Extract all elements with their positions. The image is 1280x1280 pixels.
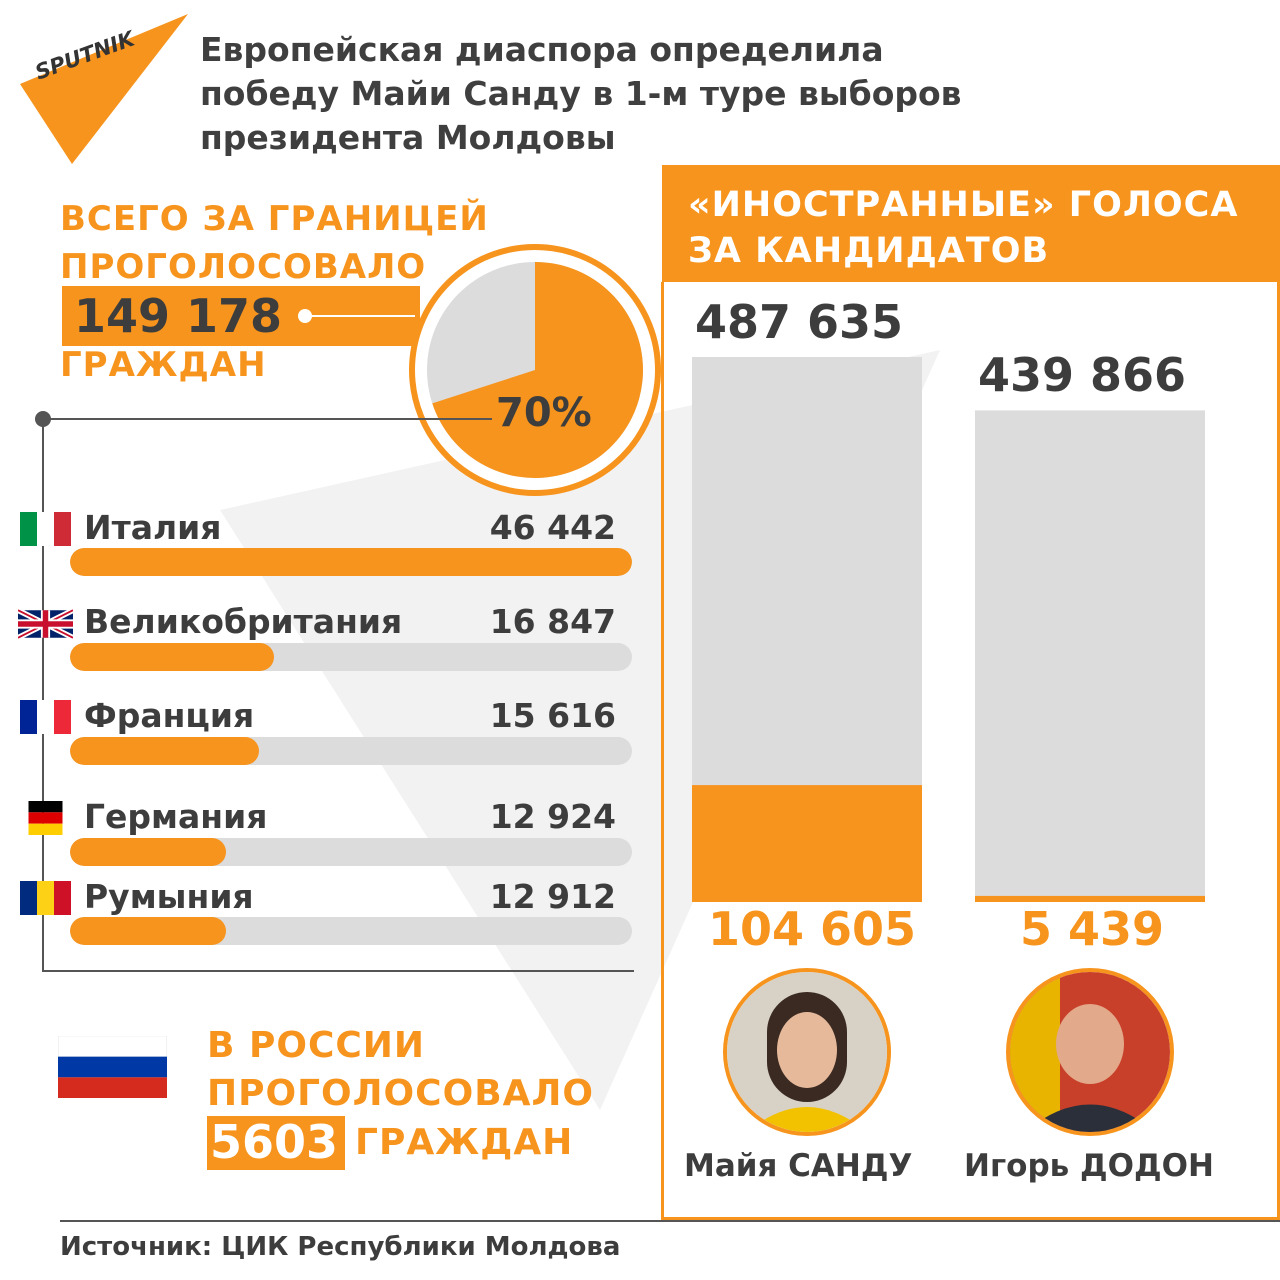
france-flag-icon bbox=[20, 700, 71, 734]
bar-track bbox=[70, 917, 632, 945]
page-title: Европейская диаспора определила победу М… bbox=[200, 28, 1200, 160]
candidates-header bbox=[662, 165, 1280, 282]
bar-abroad-sandu bbox=[692, 785, 922, 902]
panel-border bbox=[661, 1217, 1280, 1220]
bar-fill bbox=[70, 737, 259, 765]
country-name: Франция bbox=[84, 696, 255, 735]
italy-flag-icon bbox=[20, 512, 71, 546]
heading-line: «ИНОСТРАННЫЕ» ГОЛОСА bbox=[688, 185, 1239, 225]
russia-total-unit: ГРАЖДАН bbox=[355, 1122, 574, 1163]
heading-line: ВСЕГО ЗА ГРАНИЦЕЙ bbox=[60, 199, 489, 239]
country-value: 15 616 bbox=[489, 696, 616, 735]
abroad-total-heading: ВСЕГО ЗА ГРАНИЦЕЙ ПРОГОЛОСОВАЛО bbox=[60, 195, 489, 291]
bar-fill bbox=[70, 838, 226, 866]
frame-line bbox=[42, 418, 44, 972]
abroad-total-value: 149 178 bbox=[74, 289, 283, 343]
sandu-total-label: 487 635 bbox=[695, 295, 904, 349]
panel-border bbox=[661, 282, 664, 1220]
country-name: Великобритания bbox=[84, 602, 403, 641]
heading-line: В РОССИИ bbox=[207, 1025, 426, 1066]
dodon-abroad-label: 5 439 bbox=[1020, 902, 1165, 956]
frame-dot bbox=[35, 411, 51, 427]
russia-highlight bbox=[207, 1116, 345, 1170]
sandu-abroad-label: 104 605 bbox=[708, 902, 917, 956]
russia-total-value: 5603 bbox=[210, 1115, 339, 1169]
sputnik-logo-icon bbox=[20, 14, 188, 164]
romania-flag-icon bbox=[20, 881, 71, 915]
dodon-avatar bbox=[1006, 968, 1174, 1136]
pie-percent-label: 70% bbox=[496, 390, 592, 436]
bar-abroad-dodon bbox=[975, 895, 1205, 902]
candidates-title: «ИНОСТРАННЫЕ» ГОЛОСА ЗА КАНДИДАТОВ bbox=[688, 182, 1238, 274]
country-name: Румыния bbox=[84, 877, 254, 916]
pie-slice-europe bbox=[432, 262, 643, 478]
heading-line: ПРОГОЛОСОВАЛО bbox=[207, 1073, 594, 1114]
country-name: Италия bbox=[84, 508, 222, 547]
bar-fill bbox=[70, 917, 226, 945]
title-line: президента Молдовы bbox=[200, 118, 616, 157]
country-name: Германия bbox=[84, 797, 268, 836]
bar-track bbox=[70, 838, 632, 866]
heading-line: ПРОГОЛОСОВАЛО bbox=[60, 247, 427, 287]
sandu-avatar bbox=[723, 968, 891, 1136]
country-value: 12 912 bbox=[489, 877, 616, 916]
source-note: Источник: ЦИК Республики Молдова bbox=[60, 1232, 621, 1262]
abroad-total-unit: ГРАЖДАН bbox=[60, 345, 267, 385]
frame-line bbox=[42, 970, 634, 972]
russia-heading: В РОССИИ ПРОГОЛОСОВАЛО bbox=[207, 1022, 594, 1118]
title-line: победу Майи Санду в 1-м туре выборов bbox=[200, 74, 962, 113]
panel-border bbox=[1277, 282, 1280, 1220]
country-value: 16 847 bbox=[489, 602, 616, 641]
bar-track bbox=[70, 643, 632, 671]
bar-total-dodon bbox=[975, 410, 1205, 902]
title-line: Европейская диаспора определила bbox=[200, 30, 884, 69]
person-icon bbox=[1010, 972, 1170, 1132]
uk-flag-icon bbox=[18, 607, 73, 641]
bar-fill bbox=[70, 643, 274, 671]
heading-line: ЗА КАНДИДАТОВ bbox=[688, 231, 1050, 271]
connector-line bbox=[310, 315, 415, 317]
dodon-total-label: 439 866 bbox=[978, 348, 1187, 403]
bar-track bbox=[70, 548, 632, 576]
dodon-name: Игорь ДОДОН bbox=[964, 1148, 1214, 1184]
candidates-bar-chart bbox=[692, 357, 1205, 902]
country-value: 46 442 bbox=[489, 508, 616, 547]
frame-line bbox=[42, 418, 492, 420]
person-icon bbox=[727, 972, 887, 1132]
bar-track bbox=[70, 737, 632, 765]
europe-share-pie bbox=[409, 244, 661, 496]
russia-flag-icon bbox=[58, 1036, 167, 1098]
connector-dot bbox=[298, 309, 312, 323]
sandu-name: Майя САНДУ bbox=[684, 1148, 913, 1184]
footer-divider bbox=[60, 1220, 1280, 1222]
country-value: 12 924 bbox=[489, 797, 616, 836]
bar-fill bbox=[70, 548, 632, 576]
germany-flag-icon bbox=[28, 801, 63, 835]
